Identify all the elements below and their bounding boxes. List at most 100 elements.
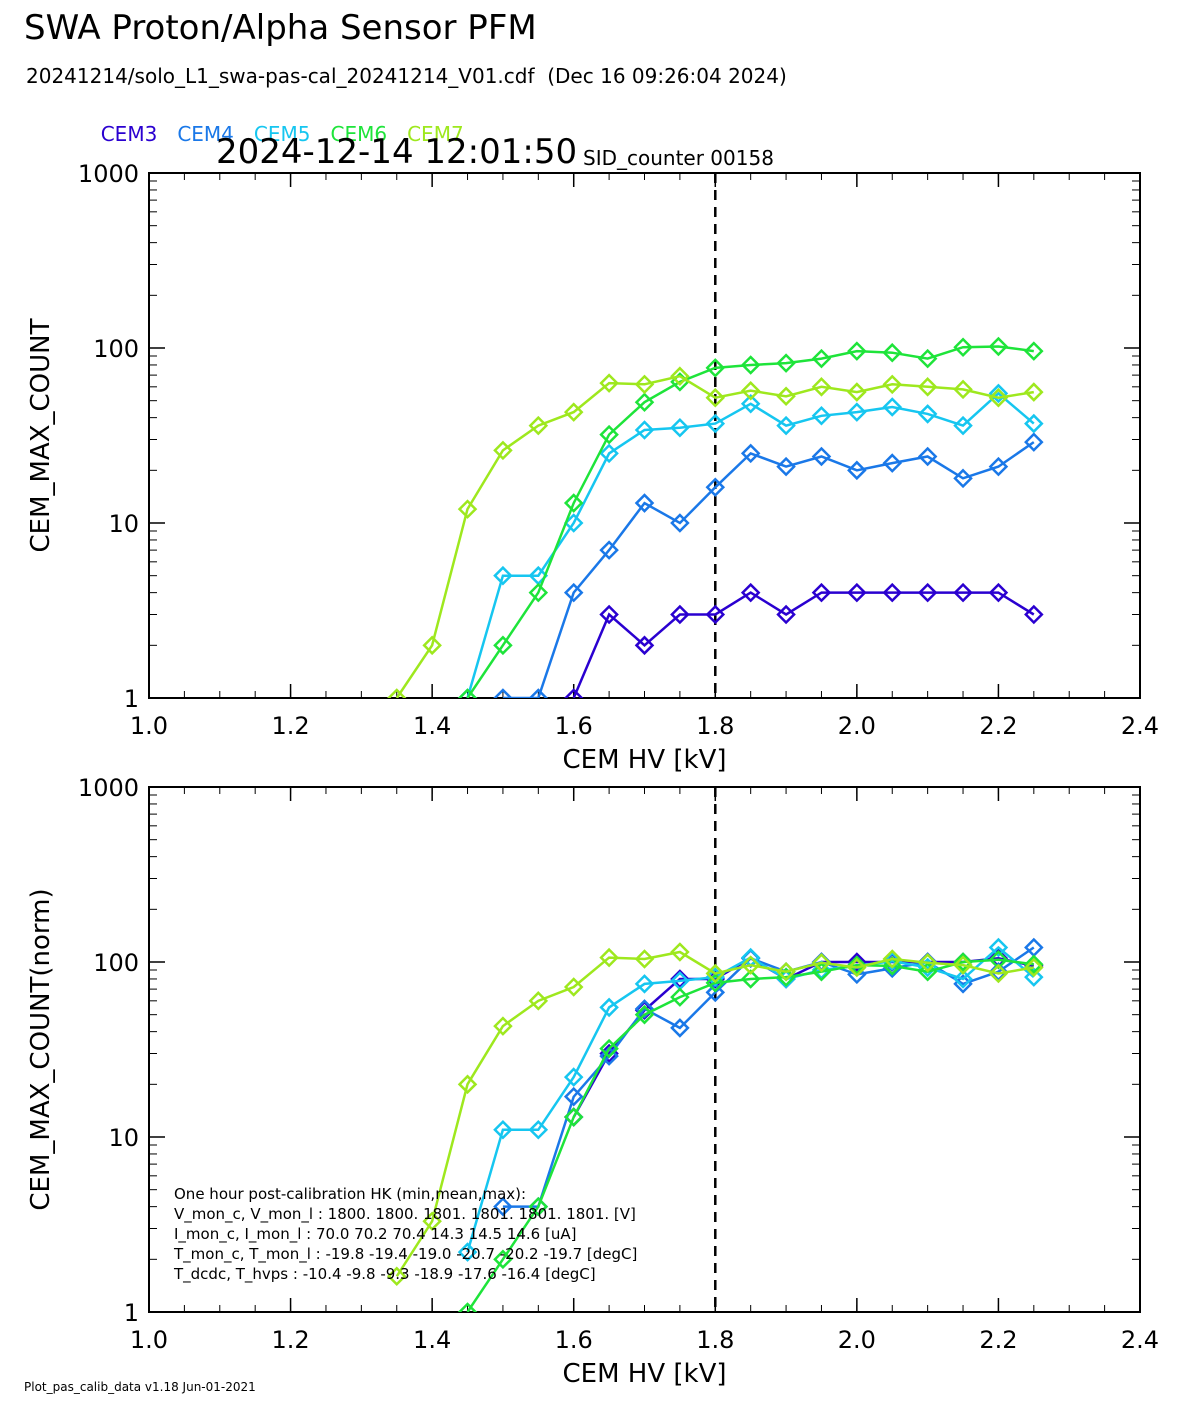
x-tick-label: 1.0 bbox=[130, 712, 168, 740]
data-point-cem7 bbox=[493, 440, 513, 461]
series-line-cem4 bbox=[502, 441, 1035, 698]
data-point-cem5 bbox=[776, 415, 796, 436]
data-point-cem7 bbox=[847, 382, 867, 402]
legend-cem6: CEM6 bbox=[330, 122, 388, 146]
data-point-cem5 bbox=[882, 397, 903, 417]
data-point-cem6 bbox=[493, 1249, 513, 1270]
data-point-cem7 bbox=[882, 374, 903, 395]
x-tick-label: 2.0 bbox=[838, 712, 876, 740]
y-tick-label: 10 bbox=[108, 1124, 139, 1152]
data-point-cem3 bbox=[670, 969, 690, 989]
data-point-cem4 bbox=[599, 1046, 619, 1066]
series-group bbox=[386, 336, 1044, 698]
y-tick-label: 100 bbox=[93, 335, 139, 363]
data-point-cem3 bbox=[847, 582, 867, 603]
data-point-cem5 bbox=[563, 513, 584, 533]
data-point-cem7 bbox=[847, 957, 867, 978]
data-point-cem3 bbox=[1024, 604, 1044, 625]
file-subtitle: 20241214/solo_L1_swa-pas-cal_20241214_V0… bbox=[26, 64, 787, 88]
timestamp: 2024-12-14 12:01:50 bbox=[216, 132, 578, 172]
data-point-cem7 bbox=[811, 377, 832, 397]
data-point-cem5 bbox=[847, 402, 867, 422]
data-point-cem3 bbox=[988, 582, 1009, 603]
data-point-cem7 bbox=[882, 949, 903, 969]
data-point-cem3 bbox=[917, 582, 938, 603]
data-point-cem6 bbox=[457, 688, 478, 698]
data-point-cem4 bbox=[634, 493, 655, 513]
data-point-cem5 bbox=[740, 394, 761, 414]
data-point-cem3 bbox=[882, 582, 903, 603]
data-point-cem7 bbox=[1024, 957, 1044, 978]
data-point-cem6 bbox=[634, 392, 655, 412]
data-point-cem7 bbox=[493, 1016, 513, 1036]
data-point-cem6 bbox=[528, 582, 549, 603]
data-point-cem3 bbox=[740, 582, 761, 603]
series-line-cem7 bbox=[395, 374, 1034, 698]
data-point-cem5 bbox=[563, 1067, 584, 1087]
y-tick-label: 1000 bbox=[78, 774, 139, 802]
data-point-cem5 bbox=[493, 565, 513, 586]
series-line-cem7 bbox=[395, 950, 1035, 1277]
hk-line: One hour post-calibration HK (min,mean,m… bbox=[174, 1185, 526, 1203]
data-point-cem6 bbox=[705, 973, 726, 993]
data-point-cem5 bbox=[953, 969, 973, 989]
data-point-cem5 bbox=[988, 383, 1009, 404]
data-point-cem7 bbox=[457, 499, 478, 519]
data-point-cem7 bbox=[917, 377, 938, 397]
data-point-cem5 bbox=[988, 937, 1009, 958]
x-tick-label: 1.4 bbox=[413, 1326, 451, 1354]
data-point-cem7 bbox=[953, 379, 973, 400]
data-point-cem6 bbox=[811, 348, 832, 369]
data-point-cem6 bbox=[528, 1196, 549, 1217]
legend-cem3: CEM3 bbox=[100, 122, 158, 146]
data-point-cem6 bbox=[740, 969, 761, 989]
data-point-cem6 bbox=[811, 961, 832, 982]
data-point-cem6 bbox=[599, 1038, 619, 1059]
data-point-cem6 bbox=[917, 348, 938, 369]
data-point-cem6 bbox=[776, 353, 796, 373]
data-point-cem7 bbox=[670, 942, 690, 962]
data-point-cem7 bbox=[599, 373, 619, 393]
data-point-cem6 bbox=[563, 1107, 584, 1127]
legend-cem7: CEM7 bbox=[407, 122, 464, 146]
data-point-cem3 bbox=[705, 604, 726, 625]
data-point-cem5 bbox=[634, 974, 655, 994]
hk-text-block: One hour post-calibration HK (min,mean,m… bbox=[173, 1185, 637, 1284]
data-point-cem6 bbox=[988, 336, 1009, 357]
series-line-cem3 bbox=[572, 591, 1035, 698]
data-point-cem7 bbox=[422, 1211, 442, 1232]
y-tick-label: 1000 bbox=[78, 160, 139, 188]
series-line-cem5 bbox=[466, 391, 1035, 698]
data-point-cem4 bbox=[847, 460, 867, 481]
data-point-cem6 bbox=[705, 358, 726, 378]
data-point-cem7 bbox=[705, 963, 726, 984]
data-point-cem7 bbox=[422, 635, 442, 656]
x-tick-label: 2.4 bbox=[1121, 712, 1159, 740]
data-point-cem7 bbox=[528, 415, 549, 436]
x-tick-label: 2.2 bbox=[979, 712, 1017, 740]
x-axis-label: CEM HV [kV] bbox=[562, 745, 726, 775]
data-point-cem4 bbox=[563, 582, 584, 603]
data-point-cem4 bbox=[705, 477, 726, 498]
data-point-cem6 bbox=[847, 341, 867, 361]
data-point-cem6 bbox=[493, 635, 513, 656]
data-point-cem5 bbox=[634, 420, 655, 440]
data-point-cem5 bbox=[670, 418, 690, 438]
data-point-cem6 bbox=[563, 493, 584, 513]
x-tick-label: 1.0 bbox=[130, 1326, 168, 1354]
data-point-cem4 bbox=[811, 446, 832, 467]
data-point-cem4 bbox=[953, 468, 973, 489]
y-axis-label: CEM_MAX_COUNT bbox=[26, 318, 56, 552]
legend: CEM3 CEM4 CEM5 CEM6 CEM7 bbox=[88, 98, 484, 146]
footer-version: Plot_pas_calib_data v1.18 Jun-01-2021 bbox=[24, 1380, 256, 1394]
series-line-cem6 bbox=[466, 345, 1034, 698]
data-point-cem7 bbox=[528, 991, 549, 1011]
data-point-cem7 bbox=[988, 963, 1009, 984]
data-point-cem3 bbox=[953, 582, 973, 603]
data-point-cem5 bbox=[917, 404, 938, 424]
data-point-cem7 bbox=[386, 1266, 407, 1287]
data-point-cem4 bbox=[670, 1018, 690, 1038]
x-tick-label: 1.6 bbox=[555, 1326, 593, 1354]
data-point-cem4 bbox=[1024, 432, 1044, 452]
